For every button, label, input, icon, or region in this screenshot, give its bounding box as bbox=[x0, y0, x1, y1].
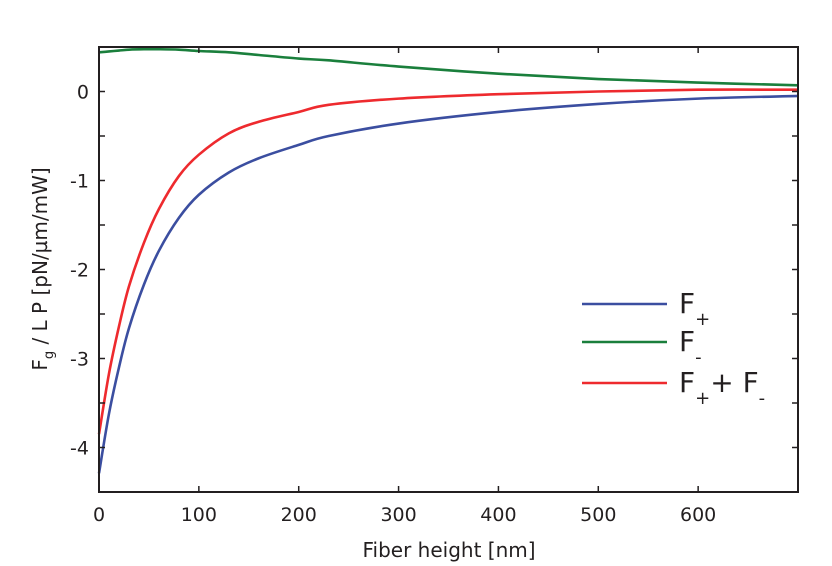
x-tick-label: 400 bbox=[480, 504, 516, 526]
series-line-1 bbox=[98, 47, 799, 87]
ticks: 0 100 200 300 400 500 600 0 -1 -2 -3 -4 bbox=[70, 47, 798, 526]
x-tick-label: 0 bbox=[93, 504, 105, 526]
label-text: F bbox=[679, 325, 695, 358]
label-text: / L P [pN/µm/mW] bbox=[28, 167, 52, 351]
axes bbox=[98, 46, 799, 493]
y-tick-label: 0 bbox=[77, 82, 89, 104]
subscript: + bbox=[695, 388, 710, 409]
x-tick-label: 200 bbox=[281, 504, 317, 526]
series-line-0 bbox=[97, 94, 799, 474]
subscript: - bbox=[695, 347, 702, 368]
x-tick-label: 300 bbox=[380, 504, 416, 526]
label-text: F bbox=[28, 359, 52, 371]
label-text: F bbox=[679, 287, 695, 320]
x-tick-label: 500 bbox=[580, 504, 616, 526]
label-text: F bbox=[679, 366, 695, 399]
subscript: - bbox=[759, 388, 766, 409]
series-line-2 bbox=[97, 88, 799, 435]
subscript: g bbox=[42, 351, 57, 359]
label-text: + F bbox=[710, 366, 758, 399]
subscript: + bbox=[695, 309, 710, 330]
legend-label-0: F+ bbox=[679, 287, 710, 330]
x-tick-label: 600 bbox=[680, 504, 716, 526]
y-tick-label: -3 bbox=[70, 349, 89, 371]
x-axis-label: Fiber height [nm] bbox=[362, 538, 535, 562]
y-tick-label: -1 bbox=[70, 171, 89, 193]
y-tick-label: -2 bbox=[70, 260, 89, 282]
y-axis-label: Fg / L P [pN/µm/mW] bbox=[28, 167, 57, 370]
y-tick-label: -4 bbox=[70, 438, 89, 460]
legend-label-2: F++ F- bbox=[679, 366, 765, 409]
x-tick-label: 100 bbox=[181, 504, 217, 526]
axes-box bbox=[98, 46, 799, 493]
legend: F+F-F++ F- bbox=[582, 287, 765, 409]
legend-label-1: F- bbox=[679, 325, 702, 368]
plot-lines bbox=[97, 47, 799, 474]
